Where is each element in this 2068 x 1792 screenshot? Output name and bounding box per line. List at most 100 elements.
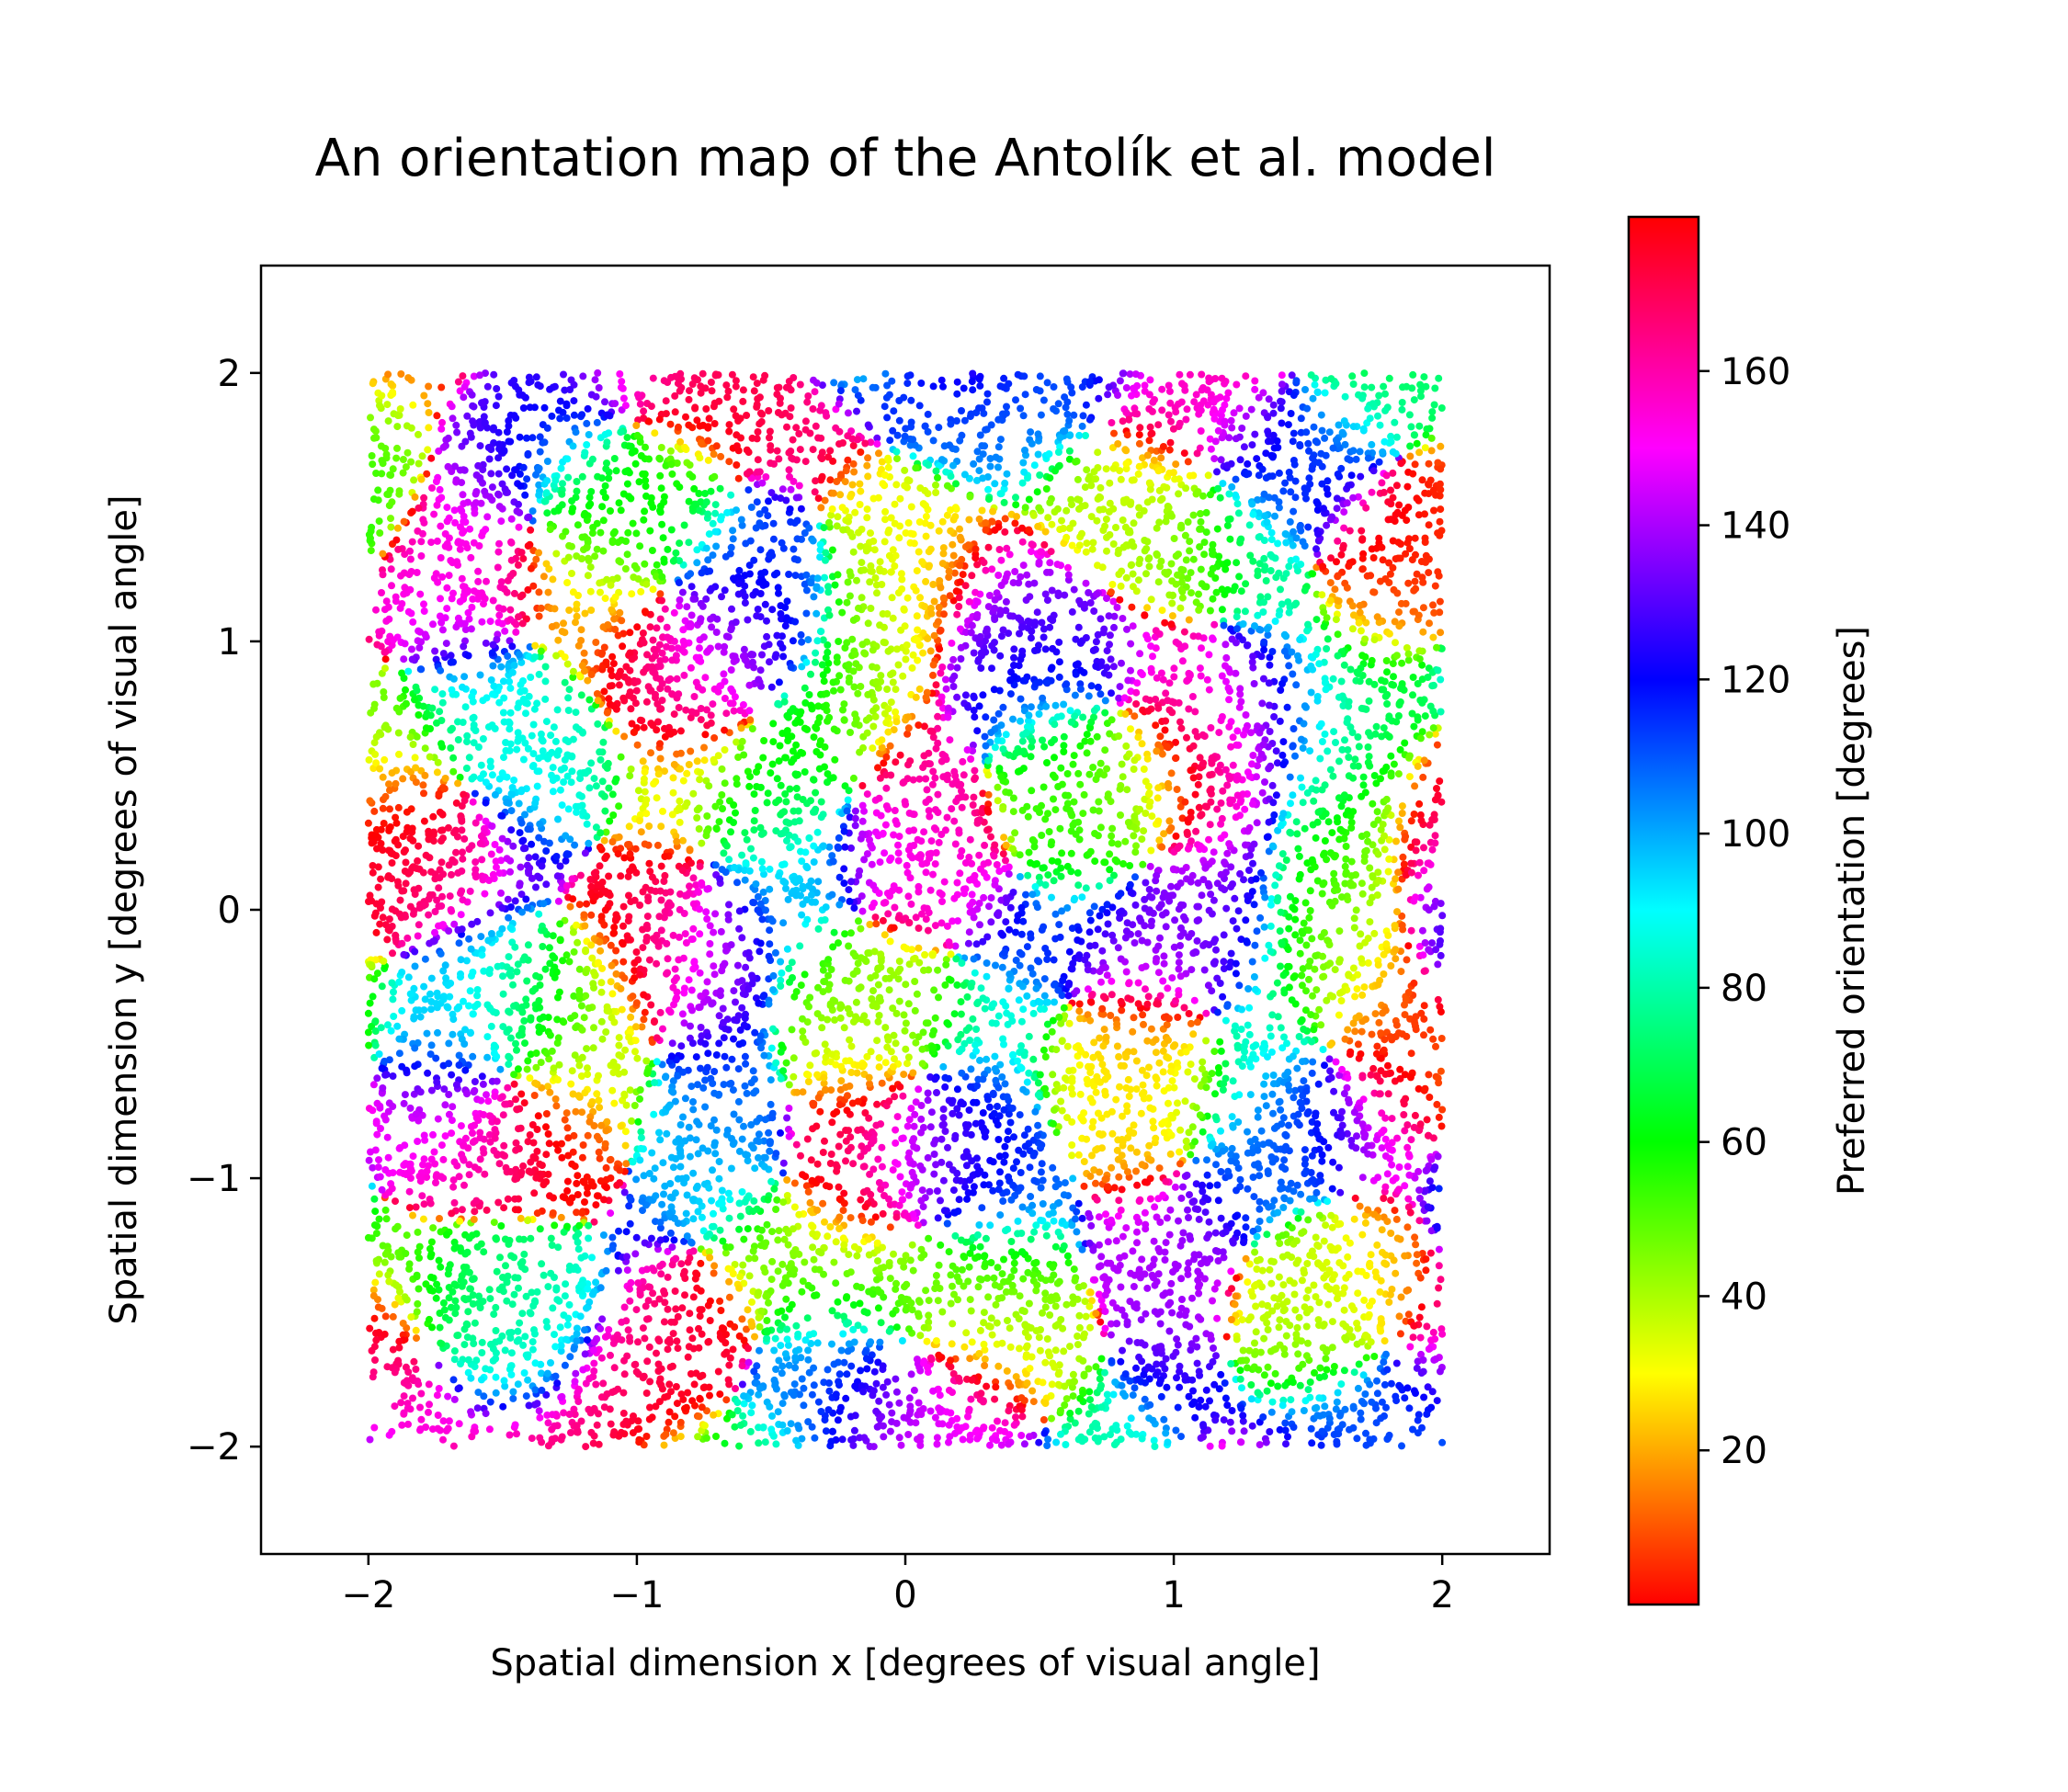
scatter-point <box>1242 1254 1250 1263</box>
scatter-point <box>1069 1370 1077 1378</box>
scatter-point <box>568 507 576 516</box>
scatter-point <box>499 972 506 981</box>
scatter-point <box>446 892 454 901</box>
scatter-point <box>1093 1196 1101 1204</box>
scatter-point <box>995 1179 1004 1187</box>
scatter-point <box>669 1163 677 1172</box>
scatter-point <box>593 1132 601 1140</box>
scatter-point <box>1341 736 1348 744</box>
scatter-point <box>1305 474 1313 482</box>
scatter-point <box>1051 720 1059 729</box>
scatter-point <box>886 856 894 864</box>
scatter-point <box>1232 1292 1240 1300</box>
scatter-point <box>1345 1270 1353 1278</box>
scatter-point <box>1049 1071 1057 1079</box>
scatter-point <box>649 585 657 594</box>
scatter-point <box>1197 427 1205 435</box>
scatter-point <box>1081 737 1089 745</box>
scatter-point <box>623 1266 631 1275</box>
scatter-point <box>1156 732 1165 741</box>
scatter-point <box>1274 1233 1282 1242</box>
scatter-point <box>834 1416 842 1424</box>
scatter-point <box>459 372 467 380</box>
scatter-point <box>553 706 562 714</box>
scatter-point <box>435 1361 443 1369</box>
scatter-point <box>568 1067 576 1075</box>
scatter-point <box>1398 399 1406 406</box>
scatter-point <box>1258 699 1267 708</box>
scatter-point <box>766 434 773 442</box>
scatter-point <box>491 790 499 799</box>
scatter-point <box>649 636 657 644</box>
scatter-point <box>458 887 466 895</box>
scatter-point <box>1090 607 1098 615</box>
scatter-point <box>612 970 620 978</box>
scatter-point <box>658 596 665 605</box>
scatter-point <box>1388 680 1396 688</box>
scatter-point <box>1210 938 1218 947</box>
scatter-point <box>1261 954 1269 962</box>
scatter-point <box>1078 422 1086 430</box>
scatter-point <box>414 1299 422 1308</box>
scatter-point <box>1163 1021 1171 1029</box>
scatter-point <box>906 851 915 859</box>
scatter-point <box>784 1229 792 1237</box>
scatter-point <box>1422 382 1430 391</box>
scatter-point <box>425 382 433 391</box>
scatter-point <box>369 460 377 469</box>
scatter-point <box>970 649 978 657</box>
scatter-point <box>1310 1026 1318 1034</box>
scatter-point <box>403 1231 411 1240</box>
scatter-point <box>1431 582 1439 590</box>
scatter-point <box>817 798 825 806</box>
scatter-point <box>751 807 759 814</box>
scatter-point <box>1040 743 1049 751</box>
scatter-point <box>621 1141 630 1150</box>
scatter-point <box>1033 1131 1041 1140</box>
scatter-point <box>985 1181 993 1189</box>
scatter-point <box>826 476 835 484</box>
scatter-point <box>1215 729 1223 737</box>
scatter-point <box>425 424 433 432</box>
scatter-point <box>716 1390 724 1399</box>
scatter-point <box>632 1175 641 1184</box>
scatter-point <box>370 1195 379 1203</box>
scatter-point <box>1398 1442 1405 1450</box>
scatter-point <box>382 617 391 625</box>
scatter-point <box>985 1103 994 1111</box>
scatter-point <box>1132 1167 1140 1175</box>
scatter-point <box>1068 607 1076 616</box>
scatter-point <box>1331 585 1339 594</box>
scatter-point <box>1318 1157 1326 1165</box>
scatter-point <box>1054 783 1062 790</box>
scatter-point <box>424 400 432 408</box>
scatter-point <box>1388 1115 1396 1123</box>
scatter-point <box>964 939 972 947</box>
scatter-point <box>1223 1401 1232 1410</box>
scatter-point <box>1002 856 1009 865</box>
scatter-point <box>926 1407 935 1415</box>
scatter-point <box>1166 1206 1175 1214</box>
scatter-point <box>583 1045 591 1053</box>
scatter-point <box>632 1306 641 1314</box>
scatter-point <box>408 538 416 546</box>
scatter-point <box>745 561 754 570</box>
scatter-point <box>1107 655 1115 663</box>
scatter-point <box>1368 383 1376 391</box>
scatter-point <box>810 1381 818 1389</box>
scatter-point <box>869 881 878 890</box>
scatter-point <box>1217 1370 1225 1378</box>
scatter-point <box>813 828 822 836</box>
scatter-point <box>891 562 899 570</box>
scatter-point <box>1351 1027 1359 1036</box>
scatter-point <box>1202 528 1210 537</box>
scatter-point <box>563 1321 572 1329</box>
scatter-point <box>710 450 718 459</box>
scatter-point <box>1047 548 1055 556</box>
scatter-point <box>406 902 415 911</box>
scatter-point <box>777 781 785 789</box>
scatter-point <box>692 881 700 890</box>
scatter-point <box>556 414 564 423</box>
scatter-point <box>1114 944 1122 952</box>
scatter-point <box>1312 834 1320 842</box>
